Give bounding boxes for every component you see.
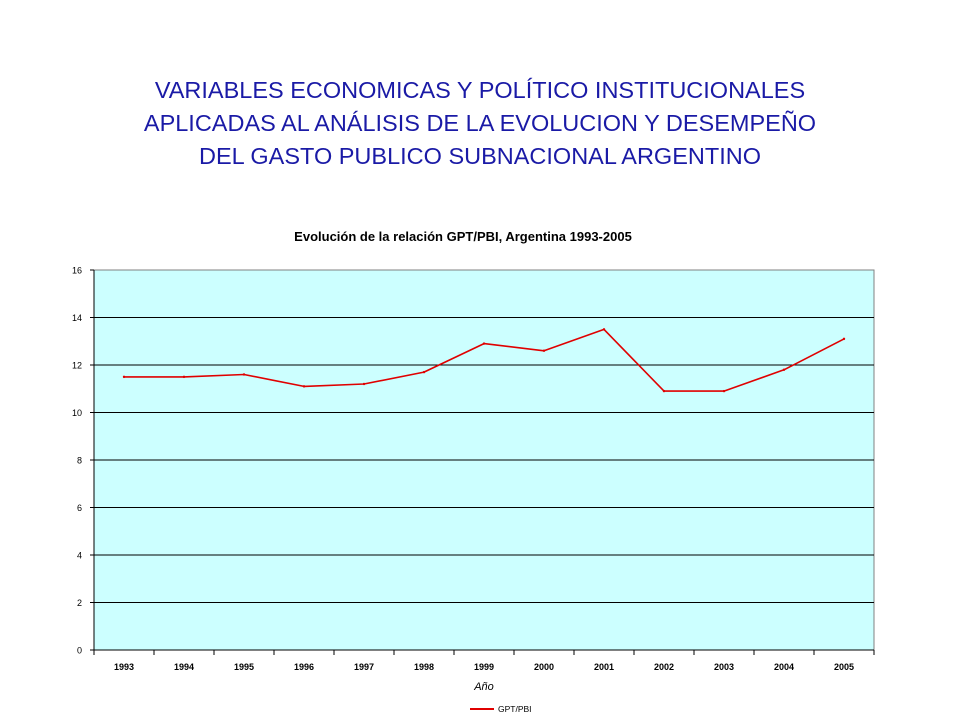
- data-point: [542, 349, 546, 352]
- data-point: [422, 370, 426, 374]
- x-axis: 1993 1994 1995 1996 1997 1998 1999 2000 2001 2002…: [93, 649, 875, 672]
- slide-title: VARIABLES ECONOMICAS Y POLÍTICO INSTITUC…: [0, 74, 960, 173]
- y-tick-label: 16: [72, 266, 82, 276]
- data-point: [662, 389, 666, 393]
- x-tick-label: 1997: [354, 662, 374, 672]
- data-point: [602, 328, 606, 331]
- data-point: [302, 385, 306, 388]
- y-tick-label: 12: [72, 361, 82, 371]
- data-point: [242, 373, 246, 376]
- y-tick-label: 2: [77, 598, 82, 608]
- x-tick-label: 2002: [654, 662, 674, 672]
- x-tick-label: 1996: [294, 662, 314, 672]
- y-tick-label: 10: [72, 408, 82, 418]
- y-tick-label: 14: [72, 313, 82, 323]
- y-axis: 0 2 4 6 8 10 12 14 16: [72, 266, 95, 656]
- slide-title-line-2: APLICADAS AL ANÁLISIS DE LA EVOLUCION Y …: [143, 110, 817, 136]
- gridlines: [94, 317, 874, 603]
- data-point: [842, 337, 846, 341]
- x-tick-label: 2000: [534, 662, 554, 672]
- data-point: [782, 368, 786, 371]
- data-point: [122, 375, 126, 379]
- x-tick-label: 2001: [594, 662, 614, 672]
- slide-title-line-3: DEL GASTO PUBLICO SUBNACIONAL ARGENTINO: [199, 143, 761, 169]
- x-tick-label: 1994: [174, 662, 194, 672]
- chart-title: Evolución de la relación GPT/PBI, Argent…: [294, 229, 632, 244]
- data-point: [182, 375, 186, 379]
- x-tick-label: 2004: [774, 662, 794, 672]
- x-tick-label: 1998: [414, 662, 434, 672]
- data-point: [482, 342, 486, 345]
- series-layer: [122, 328, 846, 393]
- y-tick-label: 4: [77, 551, 82, 561]
- data-point: [722, 389, 726, 393]
- x-tick-label: 1995: [234, 662, 254, 672]
- y-tick-label: 8: [77, 456, 82, 466]
- y-tick-label: 6: [77, 503, 82, 513]
- x-axis-label: Año: [473, 681, 494, 693]
- data-point: [362, 382, 366, 386]
- y-tick-label: 0: [77, 646, 82, 656]
- slide-title-line-1: VARIABLES ECONOMICAS Y POLÍTICO INSTITUC…: [154, 77, 806, 103]
- x-tick-label: 1993: [114, 662, 134, 672]
- x-tick-label: 2003: [714, 662, 734, 672]
- x-tick-label: 1999: [474, 662, 494, 672]
- x-tick-label: 2005: [834, 662, 854, 672]
- legend-label: GPT/PBI: [498, 704, 532, 714]
- legend: GPT/PBI: [470, 704, 532, 714]
